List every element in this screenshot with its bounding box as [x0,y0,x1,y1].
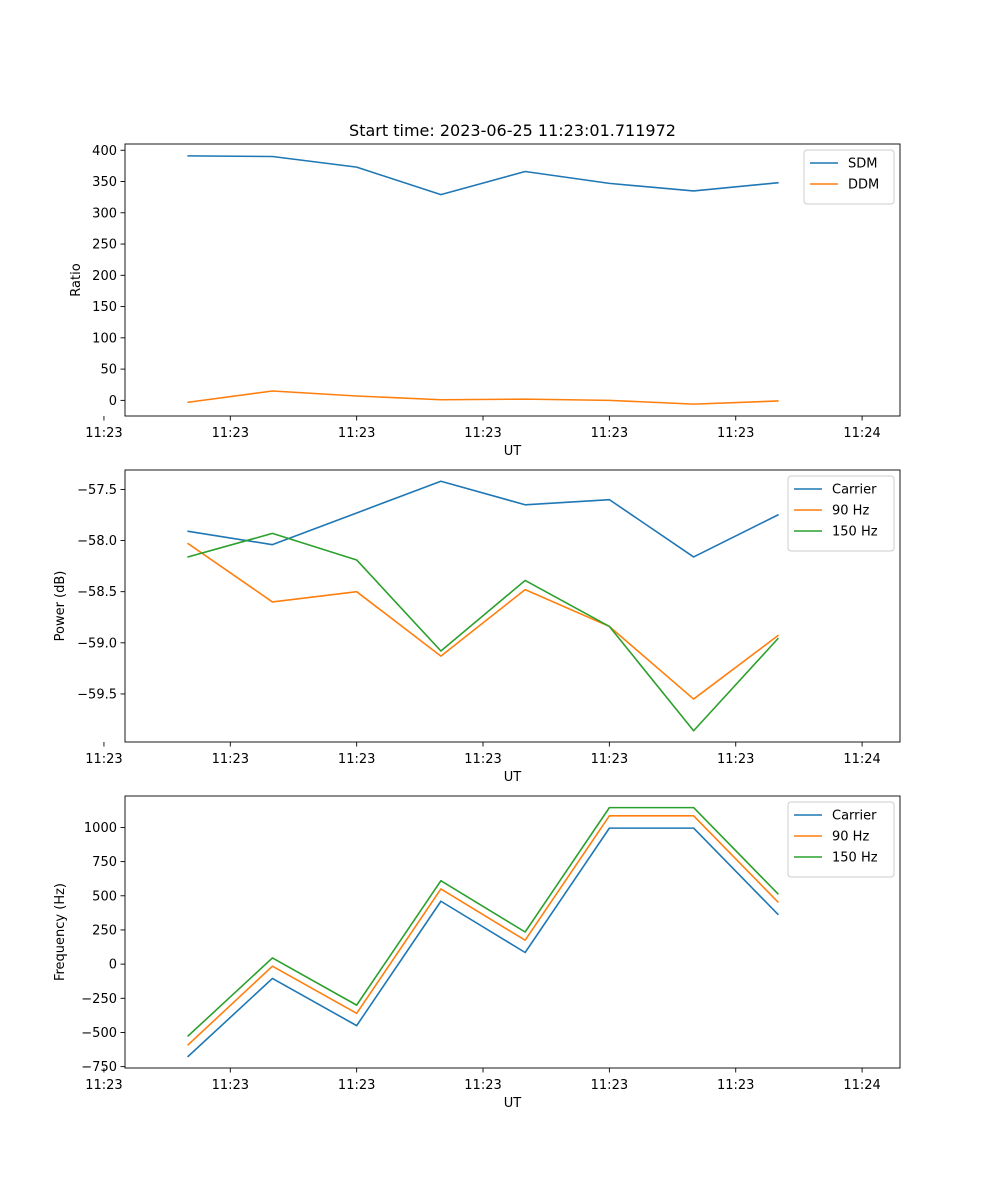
y-tick-label: −57.5 [77,483,117,498]
x-tick-label: 11:23 [591,752,628,767]
x-tick-label: 11:23 [717,426,754,441]
chart-panel-3: 11:23 11:23 11:23 11:23 11:23 11:23 11:24 −750 −… [53,795,901,1111]
series-line-150-hz [187,532,779,732]
chart-panel-1: 11:23 11:23 11:23 11:23 11:23 11:23 11:24 0 50 10… [69,143,901,459]
legend-box [787,801,895,878]
y-tick-label: 150 [92,300,117,315]
y-axis-label: Frequency (Hz) [53,883,68,981]
x-tick-label: 11:24 [843,426,880,441]
series-line-90-hz [187,815,779,1046]
y-tick-label: 0 [109,394,117,409]
x-tick-label: 11:23 [464,752,501,767]
x-tick-label: 11:23 [464,426,501,441]
x-tick-label: 11:24 [843,1078,880,1093]
y-tick-label: −250 [81,992,117,1007]
x-tick-label: 11:24 [843,752,880,767]
series-line-150-hz [187,806,779,1038]
x-tick-label: 11:23 [591,426,628,441]
chart-panel-2: 11:23 11:23 11:23 11:23 11:23 11:23 11:24 −59.5… [53,469,901,785]
y-tick-label: 500 [92,889,117,904]
series-line-sdm [187,155,779,196]
y-tick-label: −500 [81,1026,117,1041]
y-tick-label: 250 [92,923,117,938]
x-axis-label: UT [504,1096,522,1111]
y-tick-label: −58.0 [77,534,117,549]
series-line-carrier [187,827,779,1058]
x-tick-label: 11:23 [212,426,249,441]
y-tick-label: 750 [92,855,117,870]
x-axis-label: UT [504,770,522,785]
x-tick-label: 11:23 [85,752,122,767]
x-tick-label: 11:23 [464,1078,501,1093]
legend-entry: 150 Hz [832,851,878,866]
x-tick-label: 11:23 [212,752,249,767]
y-tick-label: −59.0 [77,636,117,651]
y-axis-label: Power (dB) [53,571,68,642]
plot-frame [124,143,901,417]
y-tick-label: 200 [92,269,117,284]
legend-entry: Carrier [832,809,877,824]
series-line-90-hz [187,542,779,700]
legend-entry: 150 Hz [832,525,878,540]
y-tick-label: 400 [92,144,117,159]
y-tick-label: 350 [92,175,117,190]
legend-entry: Carrier [832,483,877,498]
plot-frame [124,795,901,1069]
legend-box [787,475,895,552]
x-tick-label: 11:23 [717,1078,754,1093]
series-line-carrier [187,480,779,558]
x-tick-label: 11:23 [717,752,754,767]
series-line-ddm [187,390,779,405]
legend-entry: SDM [848,157,877,172]
y-tick-label: 1000 [84,821,117,836]
x-axis-label: UT [504,444,522,459]
panels: 11:23 11:23 11:23 11:23 11:23 11:23 11:24 0 50 10… [53,143,901,1111]
y-tick-label: 300 [92,206,117,221]
legend-entry: 90 Hz [832,830,869,845]
y-tick-label: −59.5 [77,687,117,702]
x-tick-label: 11:23 [338,752,375,767]
legend-entry: DDM [848,178,879,193]
y-tick-label: 250 [92,238,117,253]
y-tick-label: −750 [81,1060,117,1075]
y-tick-label: −58.5 [77,585,117,600]
x-tick-label: 11:23 [338,426,375,441]
x-tick-label: 11:23 [85,426,122,441]
y-tick-label: 0 [109,958,117,973]
x-tick-label: 11:23 [212,1078,249,1093]
figure-title: Start time: 2023-06-25 11:23:01.711972 [349,121,676,140]
y-tick-label: 100 [92,331,117,346]
y-tick-label: 50 [100,363,117,378]
x-tick-label: 11:23 [85,1078,122,1093]
y-axis-label: Ratio [69,263,84,296]
legend: Carrier 90 Hz 150 Hz [787,475,895,552]
legend-entry: 90 Hz [832,504,869,519]
x-tick-label: 11:23 [338,1078,375,1093]
x-tick-label: 11:23 [591,1078,628,1093]
plot-frame [124,469,901,743]
legend: Carrier 90 Hz 150 Hz [787,801,895,878]
legend: SDM DDM [803,149,895,205]
